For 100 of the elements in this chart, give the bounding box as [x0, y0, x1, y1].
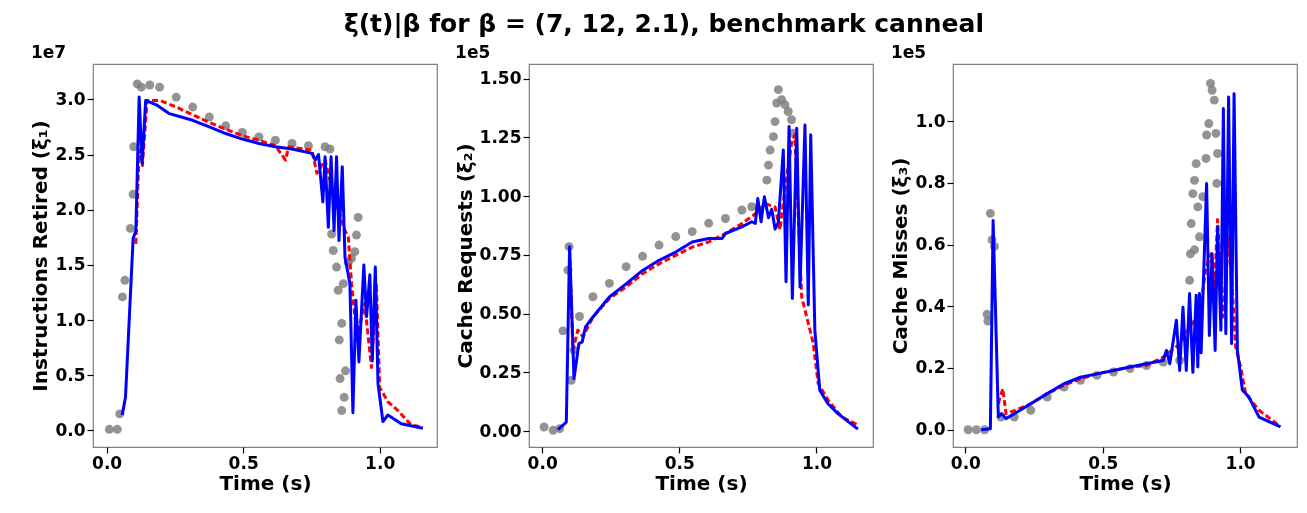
point	[350, 247, 360, 257]
point	[720, 214, 730, 223]
point	[1186, 219, 1196, 229]
point	[768, 132, 778, 142]
point	[773, 85, 783, 95]
point	[145, 80, 155, 90]
y-tick-label: 0.8	[915, 172, 946, 193]
point	[783, 107, 793, 116]
point	[1209, 95, 1219, 105]
y-tick-label: 1.5	[55, 254, 86, 275]
text: 1e5	[455, 42, 491, 62]
point	[1211, 128, 1221, 138]
y-tick-label: 0.50	[479, 303, 522, 324]
point	[341, 366, 351, 376]
point	[155, 82, 165, 92]
y-tick-label: 1.50	[479, 68, 522, 89]
point	[112, 424, 122, 434]
point	[638, 251, 648, 261]
x-tick-label: 1.0	[1225, 452, 1256, 473]
point	[125, 224, 135, 233]
point	[353, 212, 363, 222]
point	[337, 406, 347, 416]
point	[1202, 130, 1212, 140]
x-axis-title: Time (s)	[655, 470, 748, 495]
y-tick-label: 0.0	[55, 419, 86, 440]
y-tick-label: 0.5	[55, 364, 86, 385]
point	[985, 208, 995, 218]
point	[188, 102, 198, 112]
text: ξ(t)|β for β = (7, 12, 2.1), benchmark canneal	[343, 9, 984, 39]
point	[325, 144, 335, 154]
point	[270, 135, 280, 145]
y-tick-label: 1.0	[55, 309, 86, 330]
point	[1185, 275, 1195, 285]
x-tick-label: 0.5	[664, 452, 695, 473]
point	[1194, 232, 1204, 242]
point	[334, 335, 344, 345]
y-tick-label: 3.0	[55, 88, 86, 109]
y-tick-label: 0.75	[479, 244, 522, 265]
y-tick-label: 0.6	[915, 234, 946, 255]
x-tick-label: 0.0	[950, 452, 982, 473]
point	[764, 160, 773, 170]
y-tick-label: 1.25	[479, 126, 522, 147]
y-tick-label: 0.00	[479, 420, 522, 441]
point	[333, 285, 343, 295]
point	[171, 92, 181, 102]
point	[136, 82, 146, 92]
y-tick-label: 2.0	[55, 199, 86, 220]
point	[118, 292, 127, 302]
point	[339, 392, 349, 402]
point	[588, 292, 598, 302]
text: 1e7	[30, 42, 67, 62]
point	[747, 202, 757, 212]
point	[787, 115, 796, 125]
point	[328, 246, 338, 255]
y-tick-label: 0.0	[915, 419, 946, 440]
point	[558, 326, 568, 336]
point	[737, 205, 747, 215]
point	[327, 229, 337, 239]
y-tick-label: 2.5	[55, 144, 86, 165]
x-axis-title: Time (s)	[1079, 470, 1172, 495]
x-tick-label: 0.0	[527, 452, 558, 473]
point	[1201, 153, 1211, 163]
point	[963, 425, 973, 435]
point	[337, 318, 347, 328]
point	[1026, 405, 1036, 415]
point	[338, 279, 348, 289]
point	[762, 175, 772, 185]
point	[687, 227, 697, 237]
point	[604, 278, 614, 288]
point	[770, 117, 780, 127]
x-tick-label: 0.0	[92, 452, 123, 473]
y-tick-label: 0.4	[915, 295, 946, 316]
point	[1193, 202, 1203, 212]
point	[539, 422, 549, 432]
point	[1188, 189, 1198, 199]
point	[575, 312, 584, 321]
point	[704, 218, 714, 228]
point	[335, 374, 345, 384]
point	[332, 262, 341, 272]
y-tick-label: 1.0	[915, 110, 946, 131]
point	[104, 424, 114, 434]
point	[351, 230, 361, 240]
point	[1191, 159, 1201, 169]
y-tick-label: 0.2	[915, 357, 946, 378]
y-axis-title: Cache Requests (ξ₂)	[452, 143, 477, 369]
y-tick-label: 1.00	[479, 185, 522, 206]
y-axis-title: Cache Misses (ξ₃)	[888, 157, 913, 355]
x-tick-label: 0.5	[1088, 452, 1119, 473]
x-tick-label: 1.0	[801, 452, 833, 473]
point	[1213, 149, 1223, 158]
point	[765, 145, 775, 155]
point	[671, 232, 681, 242]
point	[1207, 85, 1217, 95]
point	[971, 425, 981, 435]
x-tick-label: 1.0	[365, 452, 396, 473]
point	[204, 112, 214, 122]
text: 1e5	[890, 42, 927, 62]
y-tick-label: 0.25	[479, 361, 522, 382]
point	[1212, 178, 1222, 188]
x-tick-label: 0.5	[228, 452, 259, 473]
